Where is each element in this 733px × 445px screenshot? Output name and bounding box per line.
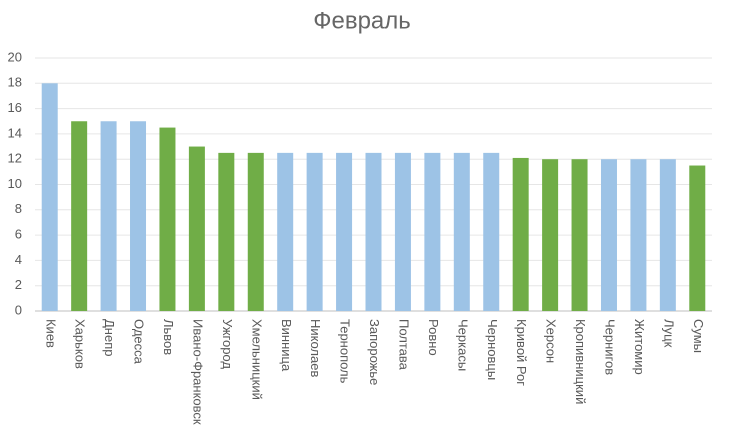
bar bbox=[483, 152, 500, 311]
x-tick-label: Днепр bbox=[102, 319, 117, 356]
bar bbox=[247, 152, 264, 311]
bar bbox=[71, 121, 88, 311]
bar bbox=[100, 121, 117, 311]
x-tick-label: Житомир bbox=[632, 319, 647, 375]
y-tick-label: 8 bbox=[15, 201, 22, 216]
x-tick-label: Львов bbox=[161, 319, 176, 355]
y-tick-label: 12 bbox=[8, 151, 22, 166]
x-tick-label: Одесса bbox=[132, 319, 147, 365]
x-tick-label: Киев bbox=[43, 319, 58, 348]
x-tick-label: Сумы bbox=[691, 319, 706, 353]
x-tick-label: Черновцы bbox=[485, 319, 500, 380]
y-tick-label: 0 bbox=[15, 302, 22, 317]
bar bbox=[542, 159, 559, 311]
bar bbox=[336, 152, 353, 311]
y-tick-label: 10 bbox=[8, 176, 22, 191]
x-tick-label: Полтава bbox=[396, 319, 411, 371]
x-tick-label: Черкасы bbox=[455, 319, 470, 371]
x-tick-label: Чернигов bbox=[603, 319, 618, 375]
bar bbox=[365, 152, 382, 311]
bar bbox=[689, 165, 706, 311]
y-tick-label: 6 bbox=[15, 227, 22, 242]
x-tick-label: Ивано-Франковск bbox=[190, 319, 205, 425]
x-tick-label: Луцк bbox=[661, 319, 676, 348]
x-tick-label: Хмельницкий bbox=[249, 319, 264, 400]
x-tick-label: Запорожье bbox=[367, 319, 382, 385]
bar bbox=[394, 152, 411, 311]
bar bbox=[571, 159, 588, 311]
bar bbox=[306, 152, 323, 311]
bar bbox=[424, 152, 441, 311]
x-tick-label: Херсон bbox=[544, 319, 559, 363]
x-tick-label: Винница bbox=[279, 319, 294, 372]
bar bbox=[453, 152, 470, 311]
x-tick-label: Ужгород bbox=[220, 319, 235, 369]
y-tick-label: 2 bbox=[15, 277, 22, 292]
bar bbox=[277, 152, 294, 311]
bar bbox=[130, 121, 147, 311]
bar bbox=[600, 159, 617, 311]
y-tick-label: 18 bbox=[8, 75, 22, 90]
chart-title: Февраль bbox=[313, 7, 411, 34]
x-tick-label: Николаев bbox=[308, 319, 323, 377]
bar bbox=[659, 159, 676, 311]
bar bbox=[188, 146, 205, 311]
bar bbox=[630, 159, 647, 311]
bar bbox=[41, 83, 58, 311]
bar bbox=[159, 127, 176, 311]
bar bbox=[218, 152, 235, 311]
x-tick-label: Кривой Рог bbox=[514, 319, 529, 386]
x-tick-label: Кропивницкий bbox=[573, 319, 588, 404]
y-tick-label: 20 bbox=[8, 49, 22, 64]
y-tick-label: 14 bbox=[8, 125, 22, 140]
x-tick-label: Харьков bbox=[73, 319, 88, 369]
y-tick-label: 4 bbox=[15, 252, 22, 267]
x-tick-label: Ровно bbox=[426, 319, 441, 356]
x-tick-label: Тернополь bbox=[338, 319, 353, 384]
y-tick-label: 16 bbox=[8, 100, 22, 115]
bar bbox=[512, 157, 529, 311]
